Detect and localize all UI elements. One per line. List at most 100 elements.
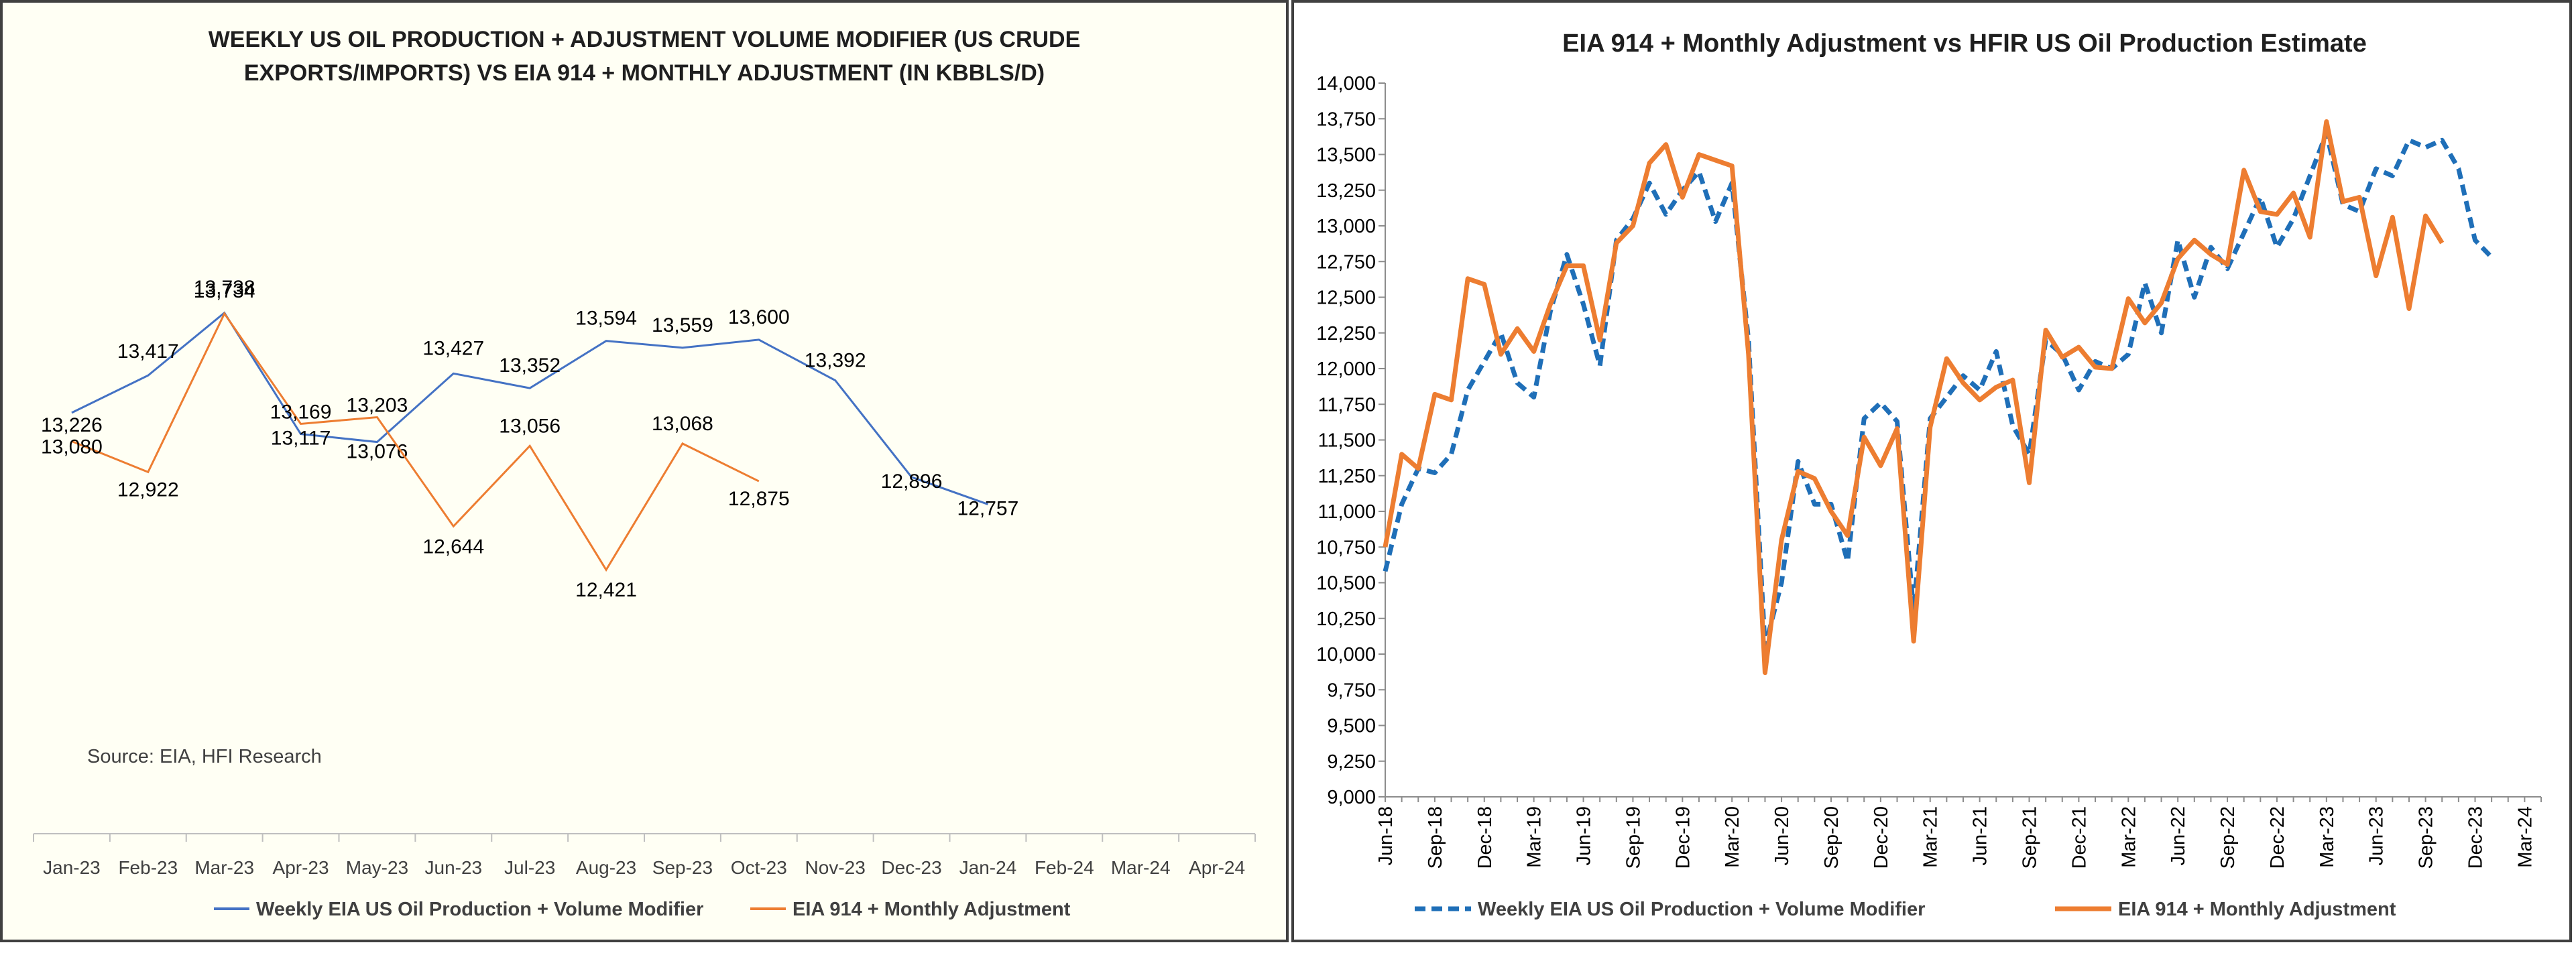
series-line — [1383, 119, 2445, 676]
x-tick-label: Jun-23 — [425, 857, 483, 878]
x-tick-label: Jun-22 — [2168, 806, 2189, 866]
x-tick-label: Sep-18 — [1425, 806, 1446, 869]
data-label: 13,392 — [805, 350, 866, 372]
x-tick-label: Dec-23 — [2465, 806, 2486, 869]
x-tick-label: Mar-21 — [1920, 806, 1942, 868]
x-tick-label: Sep-23 — [2416, 806, 2437, 869]
data-label: 12,875 — [728, 488, 790, 510]
data-label: 12,922 — [117, 479, 179, 501]
x-tick-label: Jun-23 — [2366, 806, 2388, 866]
series-line — [1383, 131, 2494, 649]
legend-label: Weekly EIA US Oil Production + Volume Mo… — [256, 899, 703, 920]
x-tick-label: Mar-20 — [1722, 806, 1743, 868]
y-tick-label: 11,750 — [1318, 394, 1376, 416]
x-tick-label: Mar-23 — [2317, 806, 2338, 868]
x-tick-label: Oct-23 — [731, 857, 787, 878]
data-label: 13,076 — [347, 441, 408, 463]
y-tick-label: 12,250 — [1316, 323, 1376, 344]
x-tick-label: Jul-23 — [504, 857, 555, 878]
legend-label: EIA 914 + Monthly Adjustment — [793, 899, 1071, 920]
y-tick-label: 13,250 — [1316, 180, 1376, 202]
x-tick-label: Dec-23 — [881, 857, 941, 878]
y-tick-label: 13,750 — [1316, 109, 1376, 130]
y-tick-label: 12,000 — [1316, 359, 1376, 380]
right-chart-panel: EIA 914 + Monthly Adjustment vs HFIR US … — [1291, 0, 2572, 942]
x-tick-label: Apr-24 — [1189, 857, 1245, 878]
data-label: 13,056 — [499, 415, 561, 437]
data-label: 12,644 — [422, 535, 484, 558]
legend-label: EIA 914 + Monthly Adjustment — [2118, 899, 2396, 920]
x-tick-label: Mar-22 — [2118, 806, 2140, 868]
legend-label: Weekly EIA US Oil Production + Volume Mo… — [1478, 899, 1925, 920]
x-tick-label: Feb-23 — [118, 857, 178, 878]
y-tick-label: 10,750 — [1316, 537, 1376, 558]
x-tick-label: Mar-19 — [1524, 806, 1545, 868]
y-tick-label: 12,500 — [1316, 288, 1376, 309]
right-chart-svg: EIA 914 + Monthly Adjustment vs HFIR US … — [1316, 29, 2542, 920]
y-tick-label: 10,250 — [1316, 609, 1376, 630]
series-line — [71, 311, 760, 572]
data-label: 13,169 — [270, 401, 332, 423]
data-label: 13,080 — [41, 436, 103, 458]
y-tick-label: 9,000 — [1327, 787, 1376, 808]
data-label: 12,757 — [957, 497, 1019, 519]
data-label: 13,117 — [271, 428, 331, 450]
y-tick-label: 9,750 — [1327, 680, 1376, 701]
data-label: 12,421 — [575, 579, 637, 601]
data-label: 13,738 — [194, 277, 255, 299]
x-tick-label: Sep-23 — [652, 857, 713, 878]
x-tick-label: Sep-20 — [1821, 806, 1842, 869]
y-tick-label: 14,000 — [1316, 73, 1376, 94]
data-label: 12,896 — [881, 470, 943, 493]
x-tick-label: Aug-23 — [576, 857, 636, 878]
x-tick-label: Jun-18 — [1375, 806, 1397, 866]
x-tick-label: Dec-19 — [1672, 806, 1694, 869]
x-tick-label: Jun-19 — [1574, 806, 1595, 866]
data-label: 13,734 — [194, 280, 255, 302]
left-chart-panel: WEEKLY US OIL PRODUCTION + ADJUSTMENT VO… — [0, 0, 1289, 942]
data-label: 13,352 — [499, 355, 561, 377]
left-chart-svg: WEEKLY US OIL PRODUCTION + ADJUSTMENT VO… — [33, 27, 1256, 920]
x-tick-label: Sep-19 — [1623, 806, 1644, 869]
y-tick-label: 11,250 — [1318, 466, 1376, 487]
source-annotation: Source: EIA, HFI Research — [87, 746, 322, 767]
x-tick-label: Jan-23 — [43, 857, 101, 878]
x-tick-label: Mar-23 — [194, 857, 254, 878]
x-tick-label: May-23 — [346, 857, 408, 878]
chart-title: EIA 914 + Monthly Adjustment vs HFIR US … — [1562, 29, 2367, 58]
data-label: 13,559 — [652, 314, 713, 336]
chart-title-line: EXPORTS/IMPORTS) VS EIA 914 + MONTHLY AD… — [244, 60, 1045, 86]
data-label: 13,226 — [41, 414, 103, 436]
x-tick-label: Jun-21 — [1970, 806, 1991, 866]
x-tick-label: Mar-24 — [2514, 806, 2536, 868]
series-line — [71, 311, 988, 505]
x-tick-label: Mar-24 — [1111, 857, 1171, 878]
data-label: 13,427 — [422, 337, 484, 359]
y-tick-label: 9,500 — [1327, 716, 1376, 737]
x-tick-label: Dec-20 — [1871, 806, 1892, 869]
x-tick-label: Dec-18 — [1474, 806, 1496, 869]
x-tick-label: Sep-22 — [2217, 806, 2239, 869]
y-tick-label: 11,500 — [1318, 430, 1376, 452]
data-label: 13,417 — [117, 340, 179, 363]
x-tick-label: Apr-23 — [273, 857, 329, 878]
x-tick-label: Dec-22 — [2267, 806, 2288, 869]
y-tick-label: 11,000 — [1318, 501, 1376, 523]
x-tick-label: Feb-24 — [1035, 857, 1094, 878]
y-tick-label: 13,000 — [1316, 216, 1376, 237]
data-label: 13,594 — [575, 308, 637, 330]
data-label: 13,600 — [728, 306, 790, 328]
x-tick-label: Jan-24 — [959, 857, 1017, 878]
y-tick-label: 10,500 — [1316, 573, 1376, 594]
chart-title-line: WEEKLY US OIL PRODUCTION + ADJUSTMENT VO… — [209, 27, 1081, 52]
data-label: 13,203 — [347, 395, 408, 417]
data-label: 13,068 — [652, 413, 713, 435]
x-tick-label: Jun-20 — [1771, 806, 1793, 866]
x-tick-label: Sep-21 — [2019, 806, 2041, 869]
y-tick-label: 9,250 — [1327, 751, 1376, 773]
x-tick-label: Dec-21 — [2068, 806, 2090, 869]
y-tick-label: 13,500 — [1316, 145, 1376, 166]
y-tick-label: 12,750 — [1316, 251, 1376, 273]
y-tick-label: 10,000 — [1316, 644, 1376, 665]
x-tick-label: Nov-23 — [805, 857, 866, 878]
